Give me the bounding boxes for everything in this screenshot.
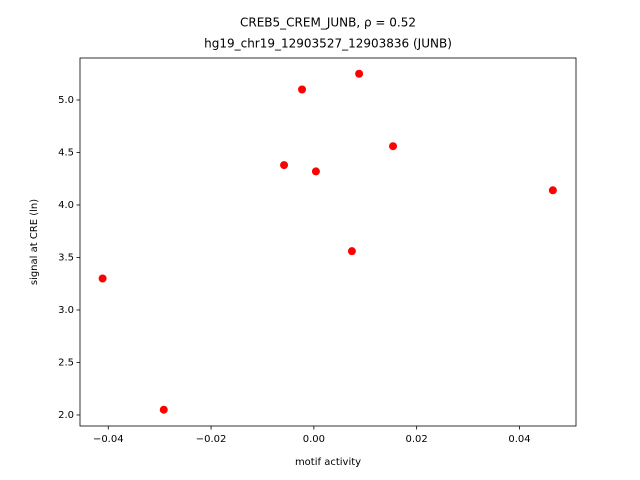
y-tick-label: 3.0 <box>58 305 74 316</box>
plot-frame <box>79 57 577 427</box>
chart-subtitle: hg19_chr19_12903527_12903836 (JUNB) <box>204 37 452 51</box>
point <box>98 274 107 283</box>
y-tick-label: 3.5 <box>58 252 74 263</box>
x-axis-label: motif activity <box>295 457 361 468</box>
point <box>298 85 307 94</box>
x-tick-label: −0.04 <box>93 434 124 445</box>
y-tick-label: 2.5 <box>58 357 74 368</box>
x-tick-label: 0.04 <box>508 434 530 445</box>
y-tick-label: 4.0 <box>58 200 74 211</box>
point <box>347 247 356 256</box>
x-tick-label: −0.02 <box>196 434 227 445</box>
point <box>280 161 289 170</box>
point <box>548 186 557 195</box>
x-tick-label: 0.00 <box>303 434 325 445</box>
y-tick-label: 2.0 <box>58 410 74 421</box>
point <box>311 167 320 176</box>
point <box>159 405 168 414</box>
y-tick-label: 4.5 <box>58 147 74 158</box>
y-axis-label: signal at CRE (ln) <box>29 199 40 285</box>
x-tick-label: 0.02 <box>406 434 428 445</box>
y-tick-label: 5.0 <box>58 95 74 106</box>
point <box>389 142 398 151</box>
point <box>355 69 364 78</box>
chart-title: CREB5_CREM_JUNB, ρ = 0.52 <box>240 16 416 30</box>
